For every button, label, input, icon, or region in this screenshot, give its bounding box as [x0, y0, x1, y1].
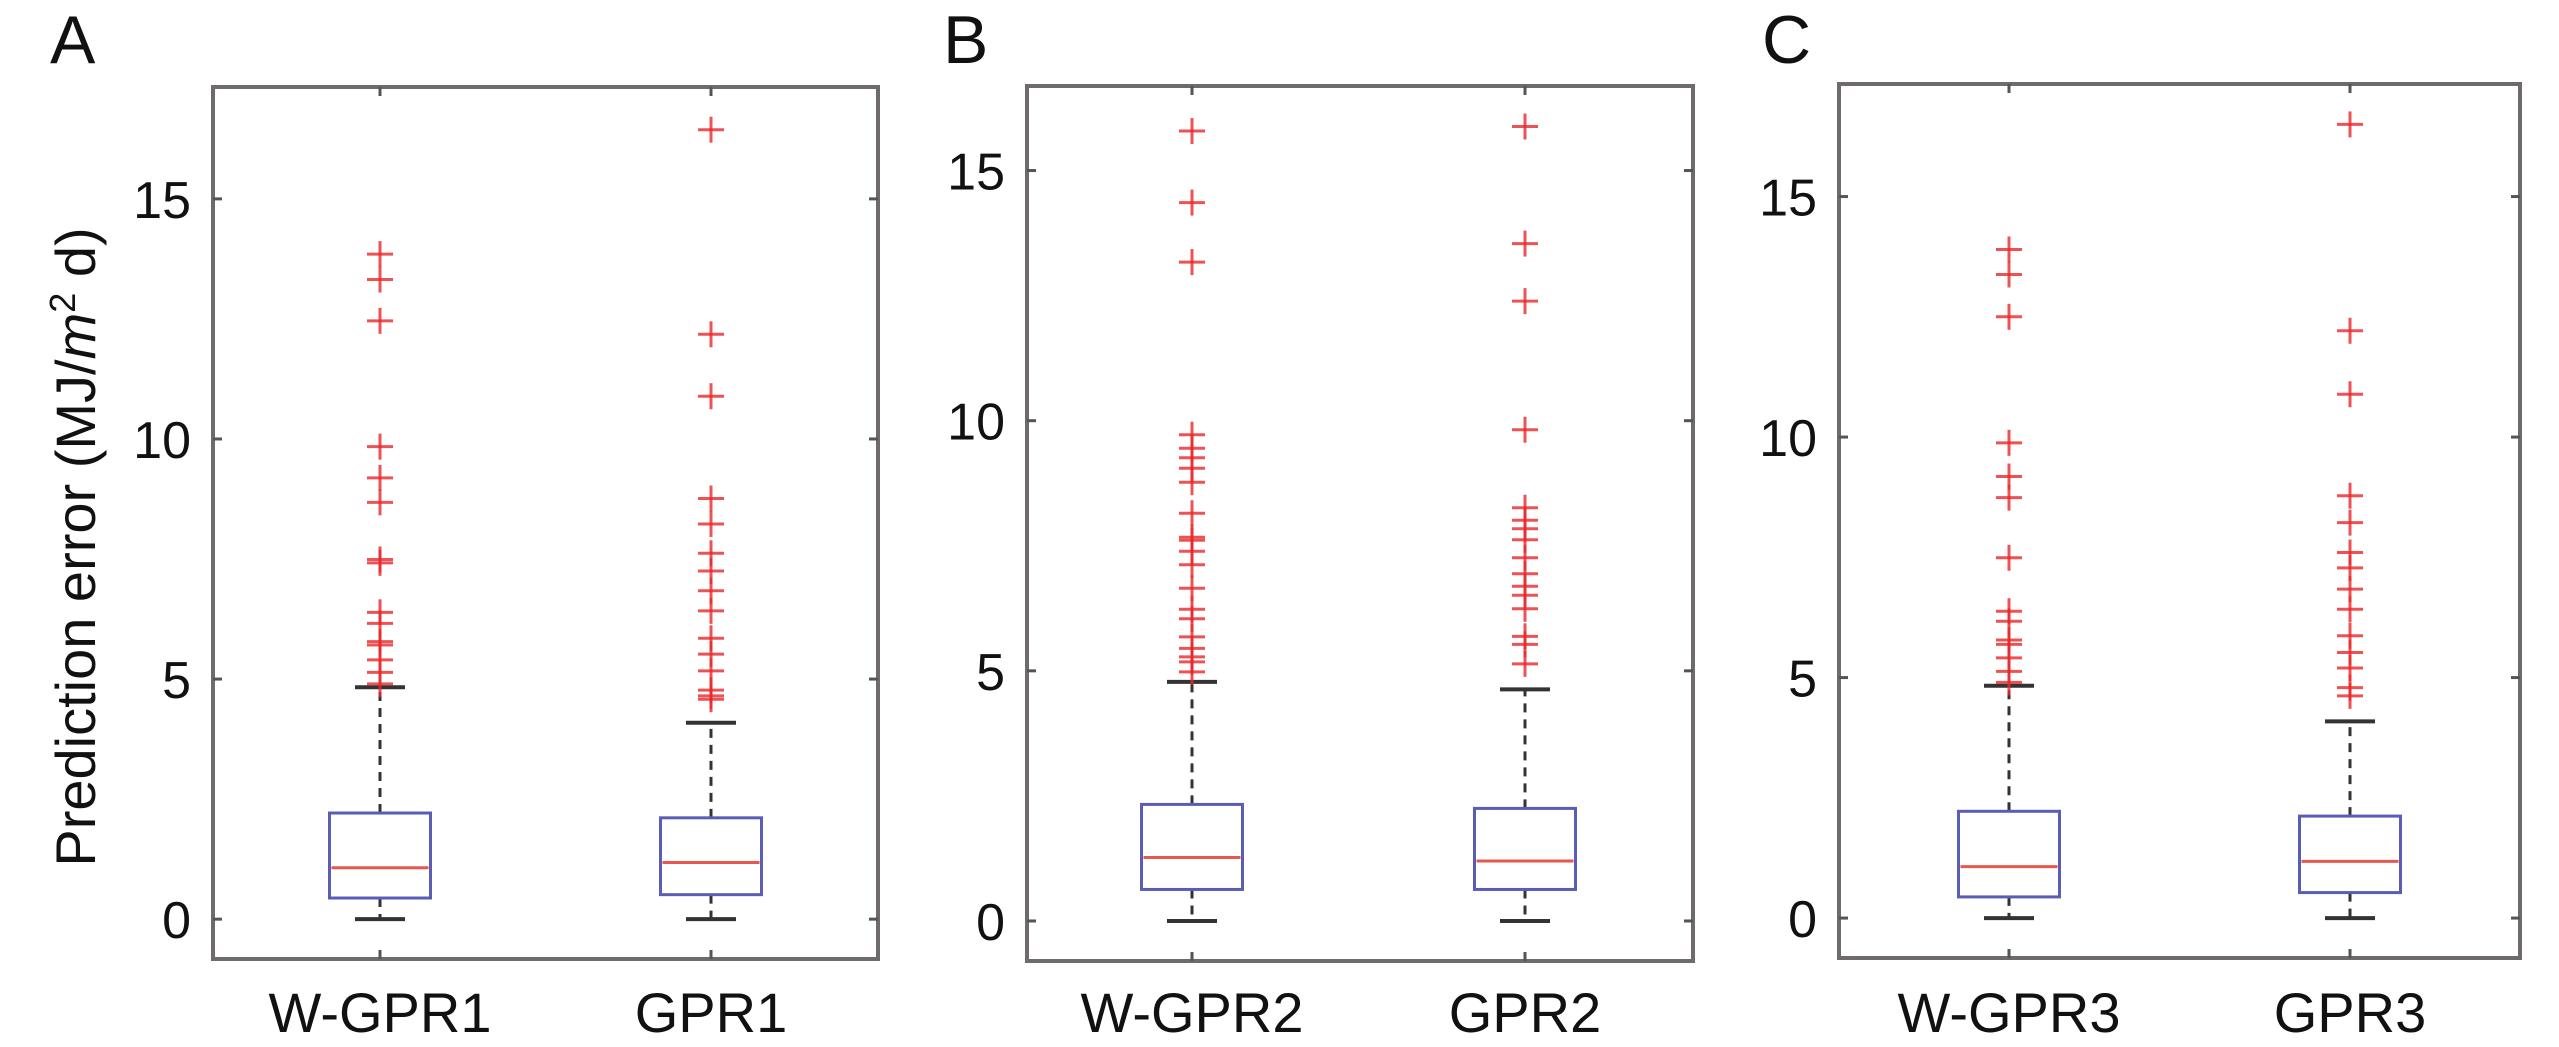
outlier-marker: [1996, 669, 2022, 696]
outlier-marker: [367, 489, 393, 516]
outlier-marker: [2337, 381, 2363, 408]
y-tick-label: 5: [976, 644, 1005, 702]
x-category-label: W-GPR3: [1898, 981, 2121, 1044]
outlier-marker: [1996, 484, 2022, 511]
outlier-marker: [367, 464, 393, 491]
x-category-label: GPR2: [1449, 981, 1602, 1044]
outlier-marker: [1996, 236, 2022, 263]
x-category-label: W-GPR1: [269, 981, 492, 1044]
y-tick-label: 0: [976, 894, 1005, 952]
panel-a: A 0 5 10 15 W-GPR1 GPR1: [50, 2, 880, 1044]
iqr-box: [1957, 809, 2061, 899]
x-category-label: GPR1: [635, 981, 788, 1044]
box-w-gpr1: W-GPR1: [269, 87, 492, 1044]
outlier-marker: [1179, 658, 1205, 685]
outlier-marker: [1512, 230, 1538, 257]
outlier-marker: [367, 266, 393, 293]
panel-b: B 0 5 10 15 W-GPR2 GPR2: [943, 2, 1695, 1044]
outlier-marker: [1512, 113, 1538, 140]
outlier-marker: [1512, 416, 1538, 443]
y-tick-label: 10: [133, 412, 191, 470]
outlier-marker: [1179, 189, 1205, 216]
outlier-marker: [1996, 544, 2022, 571]
y-tick-label: 15: [133, 172, 191, 230]
axes-frame: [1025, 84, 1695, 963]
y-tick-label: 10: [947, 394, 1005, 452]
outlier-marker: [1179, 500, 1205, 527]
outlier-marker: [367, 433, 393, 460]
outlier-marker: [1996, 303, 2022, 330]
outlier-marker: [1179, 469, 1205, 496]
panel-letter: B: [943, 2, 988, 78]
panel-letter: C: [1762, 2, 1811, 78]
outlier-marker: [2337, 482, 2363, 509]
box-gpr3: GPR3: [2274, 84, 2427, 1044]
outlier-marker: [2337, 317, 2363, 344]
outlier-marker: [1179, 118, 1205, 145]
y-tick-label: 10: [1759, 410, 1817, 468]
box-w-gpr2: W-GPR2: [1081, 86, 1304, 1044]
y-tick-label: 0: [1788, 891, 1817, 949]
outlier-marker: [1996, 429, 2022, 456]
y-axis-title: Prediction error (MJ/m2 d): [42, 227, 108, 866]
box-gpr1: GPR1: [635, 87, 788, 1044]
outlier-marker: [1996, 261, 2022, 288]
outlier-marker: [1179, 249, 1205, 276]
outlier-marker: [367, 307, 393, 334]
outlier-marker: [1512, 650, 1538, 677]
panels: A 0 5 10 15 W-GPR1 GPR1 B 0 5 10 15 W-GPR2 GPR2 C 0 5 10 1…: [50, 2, 2522, 1044]
outlier-marker: [367, 549, 393, 576]
iqr-box: [328, 811, 432, 900]
outlier-marker: [1512, 288, 1538, 315]
iqr-box: [1473, 806, 1577, 891]
box-w-gpr3: W-GPR3: [1898, 84, 2121, 1044]
x-category-label: W-GPR2: [1081, 981, 1304, 1044]
box-gpr2: GPR2: [1449, 86, 1602, 1044]
outlier-marker: [698, 686, 724, 713]
outlier-marker: [2337, 682, 2363, 709]
outlier-marker: [367, 241, 393, 268]
panel-letter: A: [50, 2, 96, 78]
outlier-marker: [698, 485, 724, 512]
iqr-box: [1140, 802, 1244, 891]
x-category-label: GPR3: [2274, 981, 2427, 1044]
axes-frame: [211, 85, 880, 961]
outlier-marker: [698, 116, 724, 143]
outlier-marker: [2337, 111, 2363, 138]
outlier-marker: [698, 510, 724, 537]
y-tick-label: 15: [1759, 170, 1817, 228]
y-tick-label: 5: [1788, 651, 1817, 709]
outlier-marker: [698, 383, 724, 410]
outlier-marker: [698, 321, 724, 348]
iqr-box: [2298, 814, 2402, 895]
outlier-marker: [2337, 509, 2363, 536]
y-tick-label: 5: [162, 652, 191, 710]
outlier-marker: [2337, 596, 2363, 623]
y-tick-label: 15: [947, 144, 1005, 202]
outlier-marker: [1179, 551, 1205, 578]
outlier-marker: [367, 670, 393, 697]
panel-c: C 0 5 10 15 W-GPR3 GPR3: [1759, 2, 2522, 1044]
outlier-marker: [698, 597, 724, 624]
outlier-marker: [1512, 595, 1538, 622]
iqr-box: [659, 816, 763, 897]
y-tick-label: 0: [162, 892, 191, 950]
axes-frame: [1837, 82, 2522, 960]
